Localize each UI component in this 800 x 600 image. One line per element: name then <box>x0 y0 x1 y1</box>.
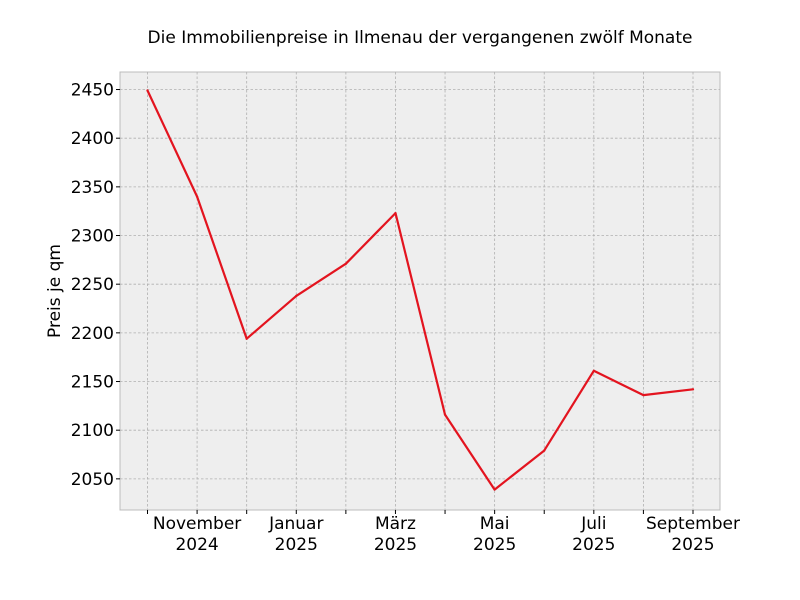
y-tick-label: 2350 <box>71 178 114 198</box>
data-point <box>691 388 695 391</box>
y-tick-label: 2200 <box>71 324 114 344</box>
grid-lines <box>120 72 720 510</box>
data-point <box>245 337 248 340</box>
y-tick-label: 2150 <box>71 373 114 393</box>
y-axis-label: Preis je qm <box>45 244 65 338</box>
data-point <box>493 488 496 491</box>
y-tick-label: 2400 <box>71 129 114 149</box>
data-point <box>394 212 397 215</box>
data-point <box>195 195 199 198</box>
y-tick-label: 2300 <box>71 227 114 247</box>
data-point <box>592 369 595 372</box>
price-series-line <box>146 89 695 491</box>
x-tick-label: Januar 2025 <box>268 514 323 555</box>
data-point <box>443 413 447 416</box>
y-tick-label: 2100 <box>71 421 114 441</box>
y-tick-label: 2450 <box>71 81 114 101</box>
plot-area <box>119 71 721 511</box>
chart-title: Die Immobilienpreise in Ilmenau der verg… <box>148 28 693 48</box>
data-point <box>642 394 645 397</box>
series-group <box>146 89 695 491</box>
data-point <box>543 449 546 452</box>
x-tick-label: März 2025 <box>374 514 417 555</box>
data-point <box>146 89 149 92</box>
data-point <box>344 262 347 265</box>
y-tick-label: 2250 <box>71 275 114 295</box>
data-point <box>295 294 298 297</box>
x-tick-label: November 2024 <box>153 514 241 555</box>
x-tick-label: September 2025 <box>646 514 740 555</box>
x-tick-label: Mai 2025 <box>473 514 516 555</box>
axis-ticks: 2050 2100 2150 2200 2250 2300 2350 2400 2450 Nove… <box>71 81 740 555</box>
y-tick-label: 2050 <box>71 470 114 490</box>
x-tick-label: Juli 2025 <box>572 514 615 555</box>
